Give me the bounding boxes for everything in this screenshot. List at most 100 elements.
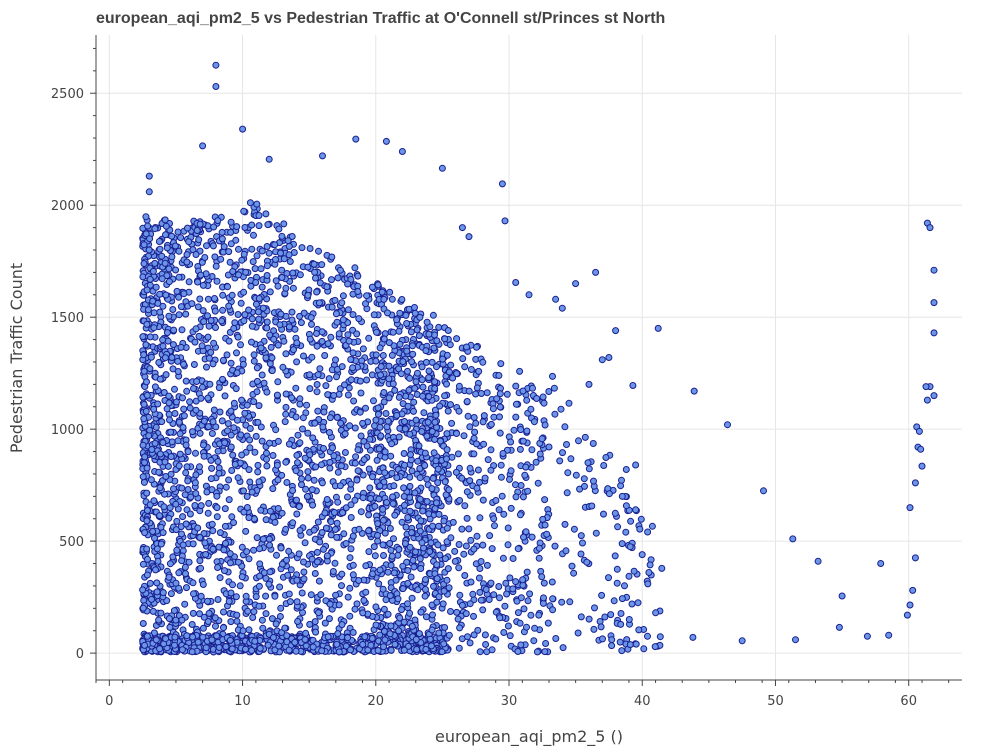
data-point (339, 300, 345, 306)
data-point (313, 629, 319, 635)
data-point (600, 636, 606, 642)
data-point (204, 364, 210, 370)
data-point (234, 417, 240, 423)
data-point (481, 441, 487, 447)
data-point (399, 149, 405, 155)
data-point (243, 593, 249, 599)
data-point (355, 447, 361, 453)
data-point (350, 312, 356, 318)
data-point (374, 329, 380, 335)
data-point (372, 503, 378, 509)
data-point (290, 520, 296, 526)
data-point (294, 340, 300, 346)
data-point (214, 505, 220, 511)
data-point (263, 517, 269, 523)
data-point (208, 318, 214, 324)
data-point (309, 487, 315, 493)
data-point (430, 612, 436, 618)
data-point (410, 343, 416, 349)
data-point (228, 219, 234, 225)
data-point (491, 516, 497, 522)
data-point (172, 243, 178, 249)
data-point (487, 533, 493, 539)
data-point (226, 249, 232, 255)
data-point (142, 460, 148, 466)
data-point (380, 517, 386, 523)
data-point (192, 339, 198, 345)
data-point (334, 415, 340, 421)
data-point (283, 526, 289, 532)
data-point (436, 324, 442, 330)
y-tick-label: 2500 (51, 87, 84, 102)
data-point (647, 562, 653, 568)
data-point (297, 528, 303, 534)
data-point (388, 623, 394, 629)
data-point (467, 640, 473, 646)
data-point (186, 279, 192, 285)
data-point (263, 593, 269, 599)
data-point (193, 491, 199, 497)
data-point (508, 505, 514, 511)
data-point (461, 551, 467, 557)
data-point (311, 261, 317, 267)
data-point (432, 332, 438, 338)
data-point (305, 430, 311, 436)
data-point (147, 236, 153, 242)
data-point (645, 581, 651, 587)
data-point (246, 627, 252, 633)
data-point (233, 386, 239, 392)
data-point (496, 373, 502, 379)
data-point (657, 634, 663, 640)
data-point (260, 536, 266, 542)
data-point (483, 587, 489, 593)
data-point (517, 368, 523, 374)
data-point (302, 637, 308, 643)
data-point (396, 628, 402, 634)
data-point (293, 385, 299, 391)
data-point (422, 450, 428, 456)
data-point (401, 485, 407, 491)
data-point (591, 626, 597, 632)
data-point (446, 487, 452, 493)
data-point (249, 489, 255, 495)
data-point (371, 312, 377, 318)
data-point (275, 342, 281, 348)
data-point (251, 547, 257, 553)
data-point (459, 225, 465, 231)
data-point (501, 630, 507, 636)
data-point (426, 375, 432, 381)
data-point (327, 430, 333, 436)
data-point (294, 359, 300, 365)
data-point (253, 301, 259, 307)
data-point (171, 327, 177, 333)
data-point (793, 637, 799, 643)
data-point (141, 416, 147, 422)
data-point (360, 420, 366, 426)
data-point (169, 233, 175, 239)
data-point (622, 583, 628, 589)
data-point (491, 414, 497, 420)
data-point (517, 446, 523, 452)
y-axis-label: Pedestrian Traffic Count (7, 263, 26, 453)
data-point (160, 530, 166, 536)
data-point (272, 593, 278, 599)
data-point (247, 200, 253, 206)
data-point (375, 405, 381, 411)
data-point (162, 355, 168, 361)
x-axis-label: european_aqi_pm2_5 () (435, 727, 623, 747)
data-point (201, 319, 207, 325)
data-point (411, 399, 417, 405)
data-point (298, 320, 304, 326)
data-point (390, 501, 396, 507)
data-point (181, 406, 187, 412)
data-point (502, 603, 508, 609)
data-point (254, 365, 260, 371)
data-point (256, 223, 262, 229)
data-point (691, 388, 697, 394)
data-point (376, 496, 382, 502)
data-point (377, 632, 383, 638)
data-point (240, 361, 246, 367)
data-point (401, 494, 407, 500)
data-point (286, 591, 292, 597)
data-point (403, 312, 409, 318)
